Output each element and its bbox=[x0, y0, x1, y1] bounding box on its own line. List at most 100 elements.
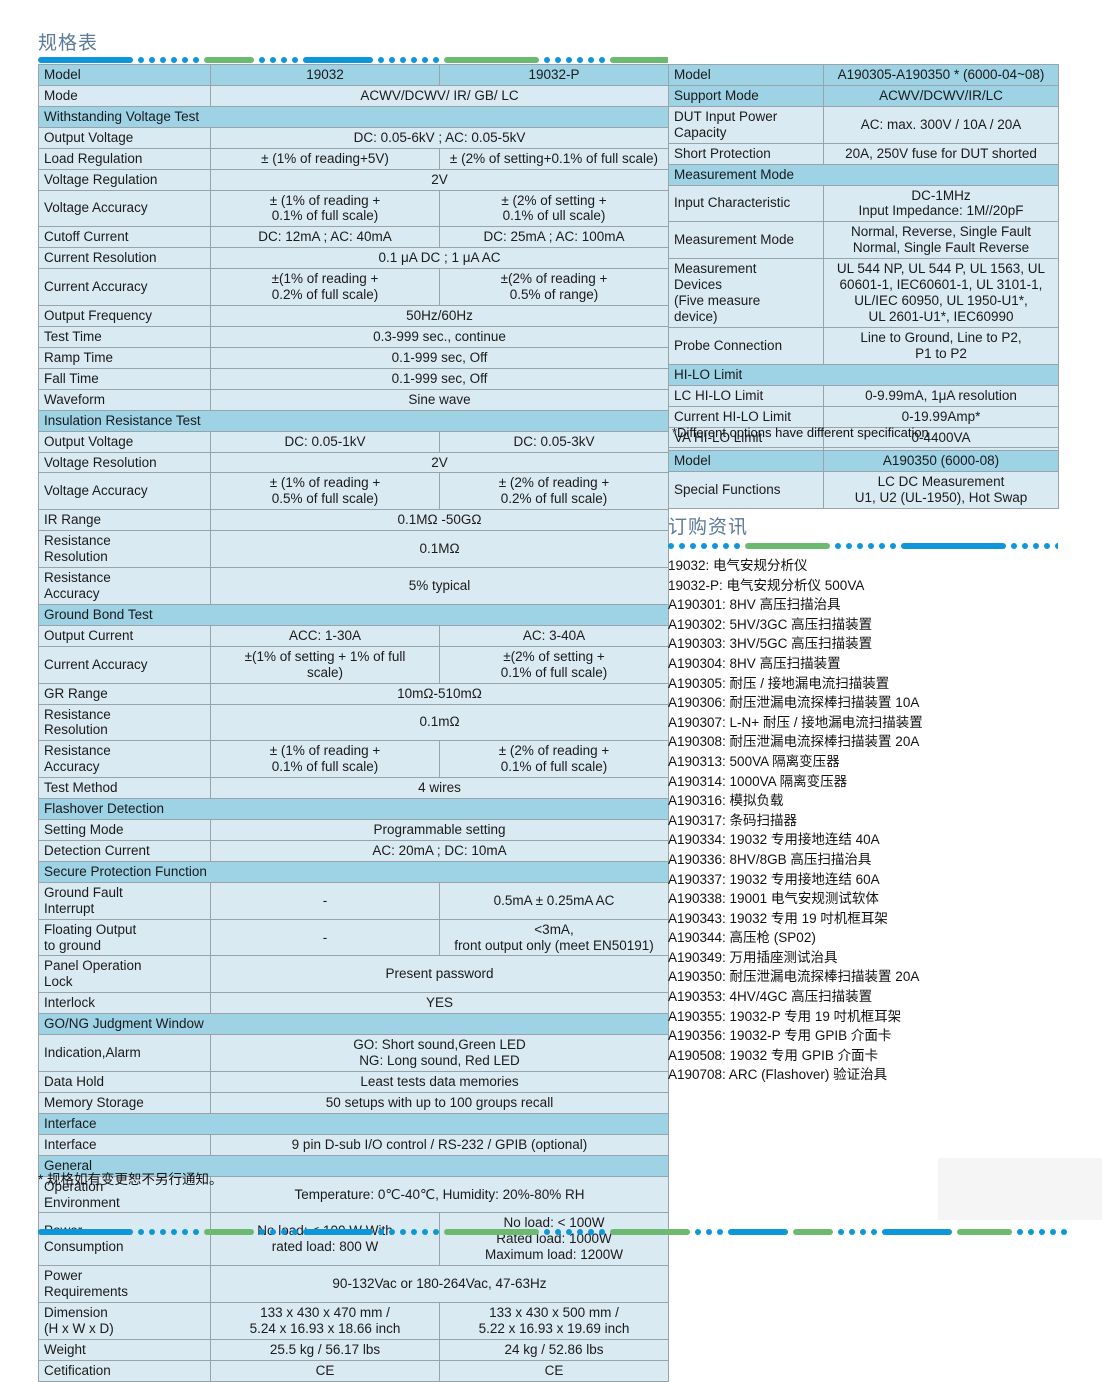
decorative-dash bbox=[901, 542, 1006, 549]
table-right-body: Model A190305-A190350 * (6000-04~08) Suppo… bbox=[668, 64, 1059, 470]
row-label: Special Functions bbox=[668, 470, 824, 509]
section-label: General bbox=[38, 1154, 669, 1177]
options-footnote: *Different options have different specif… bbox=[672, 425, 929, 440]
table-right2-body: Model A190350 (6000-08) Special Functions L… bbox=[668, 450, 1059, 509]
row-value: ACWV/DCWV/ IR/ GB/ LC bbox=[210, 84, 669, 107]
row-value: GO: Short sound,Green LED NG: Long sound,… bbox=[210, 1034, 669, 1073]
special-functions-table: Model A190350 (6000-08) Special Functions L… bbox=[668, 450, 1059, 509]
row-label: Cutoff Current bbox=[38, 226, 211, 249]
row-value-b: ±(2% of reading +0.5% of range) bbox=[439, 268, 669, 307]
decorative-dash bbox=[712, 542, 718, 549]
decorative-dash bbox=[270, 56, 276, 63]
ordering-list-item: A190313: 500VA 隔离变压器 bbox=[668, 753, 840, 769]
row-label: Output Voltage bbox=[38, 430, 211, 453]
table-row: Special Functions LC DC Measurement U1, U2… bbox=[668, 470, 1059, 509]
row-label: Waveform bbox=[38, 388, 211, 411]
table-row: IR Range 0.1MΩ -50GΩ bbox=[38, 509, 669, 532]
ordering-list-item: A190708: ARC (Flashover) 验证治具 bbox=[668, 1067, 888, 1083]
table-row: Output Frequency 50Hz/60Hz bbox=[38, 305, 669, 327]
row-label: Interlock bbox=[38, 992, 211, 1015]
section-label: Ground Bond Test bbox=[38, 603, 669, 626]
row-value: Temperature: 0℃-40℃, Humidity: 20%-80% R… bbox=[210, 1175, 669, 1214]
row-label: Test Method bbox=[38, 777, 211, 800]
row-value: 5% typical bbox=[210, 567, 669, 605]
spec-footnote: * 规格如有变更恕不另行通知。 bbox=[38, 1172, 223, 1187]
row-value: 90-132Vac or 180-264Vac, 47-63Hz bbox=[210, 1265, 669, 1304]
row-label: Current Resolution bbox=[38, 247, 211, 270]
row-value: 0.3-999 sec., continue bbox=[210, 325, 669, 348]
row-value-a: ±(1% of setting + 1% of full scale) bbox=[210, 645, 440, 684]
ordering-list-item: A190306: 耐压泄漏电流探棒扫描装置 10A bbox=[668, 695, 920, 711]
section-label: Flashover Detection bbox=[38, 798, 669, 821]
row-value: AC: max. 300V / 10A / 20A bbox=[823, 105, 1059, 144]
ordering-list-item: A190304: 8HV 高压扫描装置 bbox=[668, 655, 841, 671]
ordering-list-item: A190308: 耐压泄漏电流探棒扫描装置 20A bbox=[668, 734, 920, 750]
table-row: Output Voltage DC: 0.05-6kV ; AC: 0.05-5k… bbox=[38, 126, 669, 149]
ordering-list-item: 19032: 电气安规分析仪 bbox=[668, 558, 808, 573]
table-row: Ground Fault Interrupt -0.5mA ± 0.25mA AC bbox=[38, 881, 669, 920]
table-row: Resistance Resolution 0.1mΩ bbox=[38, 703, 669, 742]
table-section-header: Insulation Resistance Test bbox=[38, 409, 669, 432]
decorative-dash bbox=[422, 1228, 428, 1235]
decorative-dash bbox=[846, 542, 852, 549]
row-value-a: 133 x 430 x 470 mm /5.24 x 16.93 x 18.66… bbox=[210, 1302, 440, 1340]
decorative-dash bbox=[270, 1228, 276, 1235]
spec-section-title: 规格表 bbox=[38, 33, 99, 54]
row-value-b: DC: 0.05-3kV bbox=[439, 430, 669, 453]
row-value: Programmable setting bbox=[210, 819, 669, 841]
decorative-dash bbox=[149, 1228, 155, 1235]
decorative-dash bbox=[204, 56, 254, 63]
decorative-dash bbox=[259, 56, 265, 63]
decorative-dash bbox=[444, 1228, 539, 1235]
decorative-dash bbox=[1039, 1228, 1045, 1235]
row-value: 0.1-999 sec, Off bbox=[210, 346, 669, 369]
row-label: Short Protection bbox=[668, 142, 824, 165]
row-value: 9 pin D-sub I/O control / RS-232 / GPIB … bbox=[210, 1133, 669, 1156]
table-row: Weight 25.5 kg / 56.17 lbs 24 kg / 52.86 l… bbox=[38, 1338, 669, 1361]
row-value: Present password bbox=[210, 955, 669, 994]
row-label: LC HI-LO Limit bbox=[668, 384, 824, 407]
table-section-header: Secure Protection Function bbox=[38, 860, 669, 883]
row-label: Indication,Alarm bbox=[38, 1034, 211, 1073]
row-value-a: ±(1% of reading +0.2% of full scale) bbox=[210, 268, 440, 307]
row-label: Current Accuracy bbox=[38, 268, 211, 307]
decorative-dash bbox=[566, 56, 572, 63]
decorative-dash bbox=[717, 1228, 723, 1235]
row-value: 4 wires bbox=[210, 777, 669, 800]
row-label: DUT Input Power Capacity bbox=[668, 105, 824, 144]
decorative-dash bbox=[793, 1228, 833, 1235]
table-row: Interface 9 pin D-sub I/O control / RS-23… bbox=[38, 1133, 669, 1156]
table-row: Current Resolution 0.1 μA DC ; 1 μA AC bbox=[38, 247, 669, 270]
ordering-list-item: A190508: 19032 专用 GPIB 介面卡 bbox=[668, 1047, 879, 1063]
section-label: Insulation Resistance Test bbox=[38, 409, 669, 432]
row-value: A190350 (6000-08) bbox=[823, 450, 1059, 472]
decorative-dash bbox=[544, 56, 550, 63]
table-row: Panel Operation Lock Present password bbox=[38, 955, 669, 994]
row-label: Floating Output to ground bbox=[38, 918, 211, 957]
decorative-dash bbox=[957, 1228, 1012, 1235]
table-row: Voltage Accuracy ± (1% of reading +0.1% o… bbox=[38, 189, 669, 228]
ordering-list-item: A190356: 19032-P 专用 GPIB 介面卡 bbox=[668, 1028, 892, 1044]
table-row: GR Range 10mΩ-510mΩ bbox=[38, 682, 669, 705]
row-label: Detection Current bbox=[38, 839, 211, 862]
decorative-dash bbox=[599, 1228, 605, 1235]
row-label: Ground Fault Interrupt bbox=[38, 881, 211, 920]
table-section-header: Ground Bond Test bbox=[38, 603, 669, 626]
decorative-dash bbox=[171, 56, 177, 63]
decorative-dash bbox=[566, 1228, 572, 1235]
row-label: Voltage Accuracy bbox=[38, 189, 211, 228]
row-label: GR Range bbox=[38, 682, 211, 705]
row-label: Load Regulation bbox=[38, 147, 211, 170]
decorative-dash bbox=[292, 1228, 298, 1235]
decorative-dash bbox=[378, 56, 384, 63]
decorative-dash bbox=[182, 56, 188, 63]
decorative-dash bbox=[555, 56, 561, 63]
row-value: 0.1MΩ bbox=[210, 530, 669, 569]
table-row: Load Regulation ± (1% of reading+5V) ± (2%… bbox=[38, 147, 669, 170]
row-value-b: DC: 25mA ; AC: 100mA bbox=[439, 226, 669, 249]
row-value: A190305-A190350 * (6000-04~08) bbox=[823, 64, 1059, 86]
row-value-b: 19032-P bbox=[439, 64, 669, 86]
decorative-dash bbox=[292, 56, 298, 63]
section-label: HI-LO Limit bbox=[668, 363, 1059, 386]
decorative-dash bbox=[577, 56, 583, 63]
